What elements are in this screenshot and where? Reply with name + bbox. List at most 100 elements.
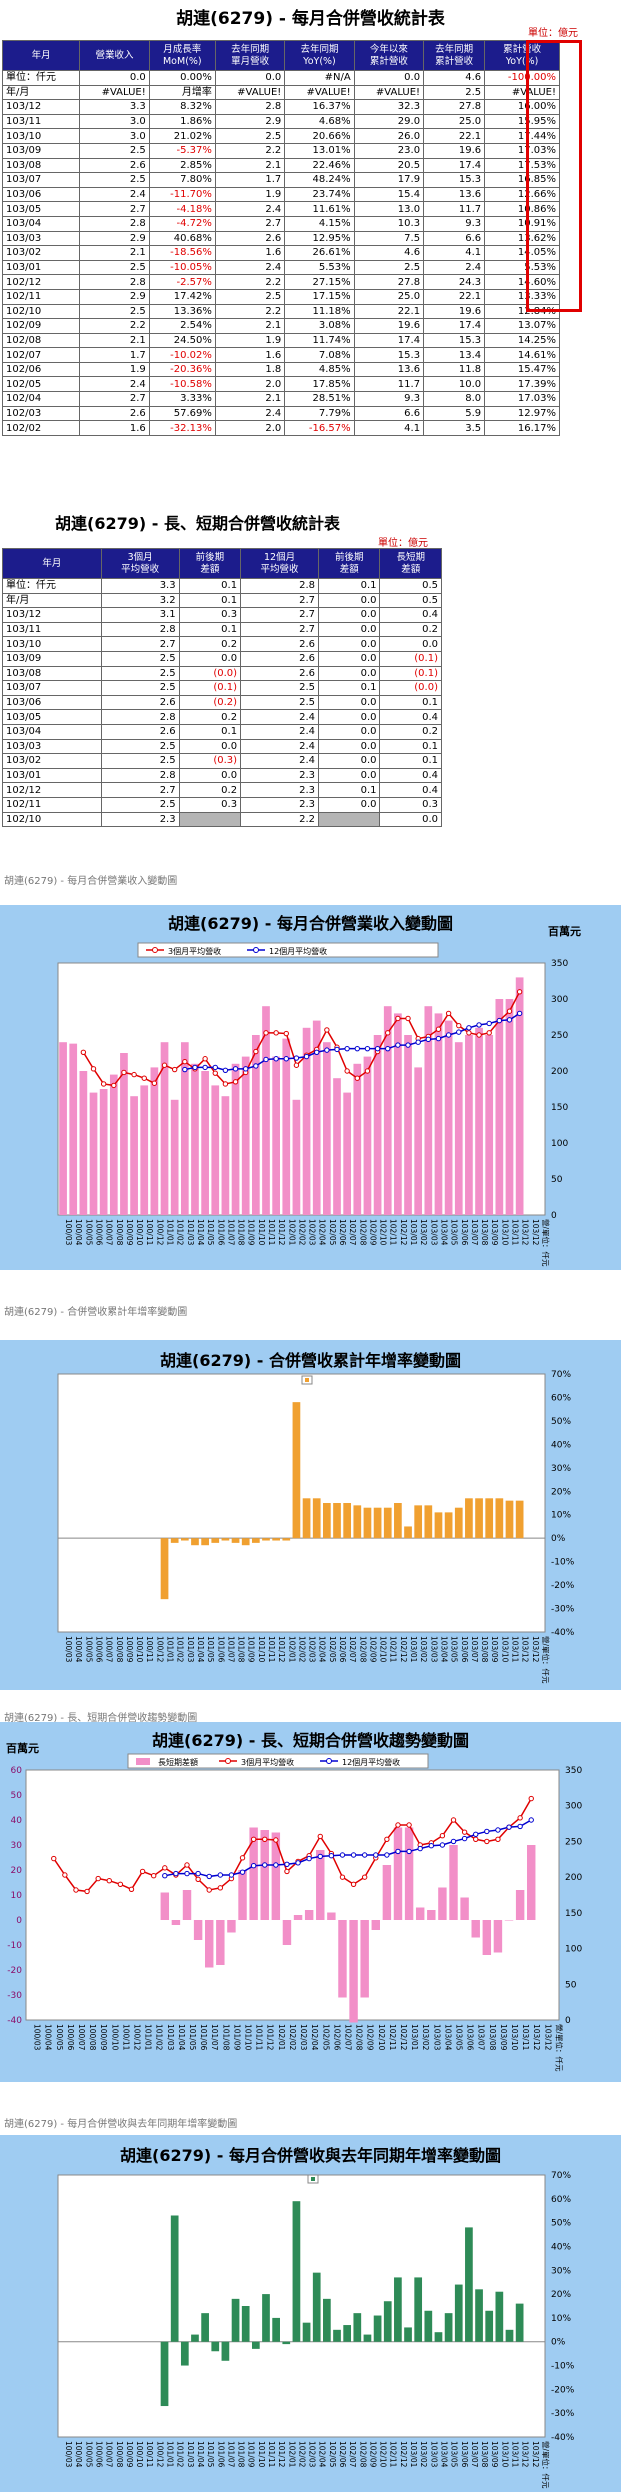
x-tick-label: 102/08 — [358, 2441, 367, 2468]
table-cell: 19.6 — [353, 318, 425, 334]
bar — [59, 1042, 67, 1215]
x-tick-label: 100/03 — [64, 2441, 73, 2468]
y-tick-label-right: 300 — [565, 1802, 582, 1812]
bar — [293, 1915, 303, 1920]
table-cell: 102/12 — [2, 782, 102, 798]
line-point — [425, 1036, 432, 1043]
line-point — [339, 1874, 346, 1880]
table-cell: 2.5 — [353, 259, 425, 276]
y-tick-label-right: -10% — [551, 1558, 575, 1568]
table-cell: 27.8 — [353, 274, 425, 290]
chart-title: 胡連(6279) - 每月合併營業收入變動圖 — [168, 914, 453, 933]
chart-title: 胡連(6279) - 長、短期合併營收趨勢變動圖 — [152, 1731, 469, 1750]
line-point — [242, 1066, 249, 1072]
line-point — [162, 1873, 168, 1879]
table-cell: 0.3 — [379, 796, 442, 813]
line-point — [121, 1069, 127, 1076]
x-tick-label: 101/12 — [277, 1636, 286, 1663]
table-cell: 0.0 — [353, 70, 425, 86]
table-cell: 16.17% — [484, 420, 560, 436]
table-cell: 0.2 — [178, 636, 242, 652]
bar — [404, 1035, 412, 1215]
table-cell: 2.4 — [240, 738, 319, 755]
table-cell: 103/08 — [1, 157, 81, 174]
table-cell: 2.4 — [79, 186, 150, 203]
table-cell: 2.3 — [240, 796, 319, 813]
line-point — [283, 1030, 289, 1037]
bar — [272, 1538, 280, 1541]
x-tick-label: 100/03 — [33, 2024, 42, 2051]
line-point — [415, 1039, 421, 1045]
line-point — [263, 1056, 269, 1063]
table-cell: 2.6 — [240, 636, 319, 652]
table-cell: 103/02 — [2, 753, 102, 769]
x-tick-label: 101/04 — [196, 2441, 205, 2468]
line-point — [253, 1063, 259, 1069]
table-cell: 0.4 — [379, 782, 442, 798]
table-cell: 2.1 — [79, 245, 150, 261]
bar — [272, 1056, 280, 1215]
x-tick-label: 101/08 — [237, 1636, 246, 1663]
x-tick-label: 100/09 — [125, 2441, 134, 2468]
line-point — [171, 1066, 178, 1073]
x-tick-label: 102/09 — [368, 1219, 377, 1246]
y-tick-label-right: 200 — [551, 1067, 568, 1077]
bar — [383, 2301, 392, 2342]
table-cell: 3.3 — [100, 578, 180, 594]
table-cell: 3.1 — [100, 607, 180, 623]
x-tick-label: 100/12 — [155, 1219, 164, 1246]
table-cell: 103/09 — [1, 142, 81, 159]
x-tick-label: 103/04 — [439, 1219, 448, 1246]
x-tick-label: 101/02 — [176, 2441, 185, 2468]
table-cell: 15.4 — [353, 186, 425, 203]
bar — [505, 2329, 514, 2342]
table-cell: 0.0 — [178, 767, 242, 784]
x-tick-label: 103/10 — [510, 2024, 519, 2051]
bar — [304, 1910, 314, 1920]
table-cell: 2.3 — [100, 811, 180, 828]
legend-swatch — [136, 1758, 150, 1765]
bar — [160, 1042, 169, 1215]
bar — [414, 1067, 423, 1215]
table-sub-row: 單位：仟元 0.0 0.00% 0.0 #N/A 0.0 4.6 -100.00% — [1, 70, 560, 86]
bar — [449, 1845, 458, 1920]
table-cell: 2.8 — [214, 99, 286, 115]
bar — [282, 1038, 291, 1215]
table-cell: 32.3 — [353, 99, 425, 115]
table-cell: 103/10 — [2, 636, 102, 652]
x-tick-label: 103/09 — [499, 2024, 508, 2051]
bar — [109, 1074, 118, 1215]
legend-marker — [326, 1758, 332, 1764]
table-cell: 48.24% — [284, 172, 355, 188]
table-cell: 17.9 — [353, 172, 425, 188]
table-header-cell: 長短期 差額 — [379, 548, 442, 579]
table-cell: 月增率 — [148, 84, 216, 101]
table-row: 102/07 1.7 -10.02% 1.6 7.08% 15.3 13.4 14.61% — [1, 347, 560, 363]
table-cell: 22.1 — [423, 128, 486, 144]
table-cell: 0.0 — [317, 753, 381, 769]
table-cell: 1.9 — [214, 186, 286, 203]
table-cell: -2.57% — [148, 274, 216, 290]
line-point — [439, 1842, 446, 1848]
table-cell: 2.5 — [100, 796, 180, 813]
bar — [221, 1096, 230, 1215]
table-cell: 1.6 — [214, 347, 286, 363]
table-header-cell: 12個月 平均營收 — [240, 548, 319, 579]
table-cell: -10.58% — [148, 376, 216, 393]
line-point — [364, 1045, 371, 1052]
bar — [373, 1035, 382, 1215]
line-point — [84, 1888, 90, 1895]
line-point — [303, 1053, 310, 1060]
table-cell: 2.6 — [100, 723, 180, 740]
table-cell: 2.4 — [240, 723, 319, 740]
bar — [515, 977, 524, 1215]
table-cell: 2.7 — [214, 215, 286, 232]
table-cell: 10.0 — [423, 376, 486, 393]
monthly-revenue-table: 年月 營業收入 月成長率 MoM(%) 去年同期 單月營收 去年同期 YoY(%) 今年以來 累計… — [1, 40, 560, 436]
table-cell: 3.0 — [79, 113, 150, 130]
line-point — [131, 1071, 137, 1078]
bar — [89, 1092, 98, 1215]
bar — [382, 1865, 392, 1920]
table-cell: #VALUE! — [284, 84, 355, 101]
table-row: 102/12 2.7 0.2 2.3 0.1 0.4 — [2, 782, 442, 798]
